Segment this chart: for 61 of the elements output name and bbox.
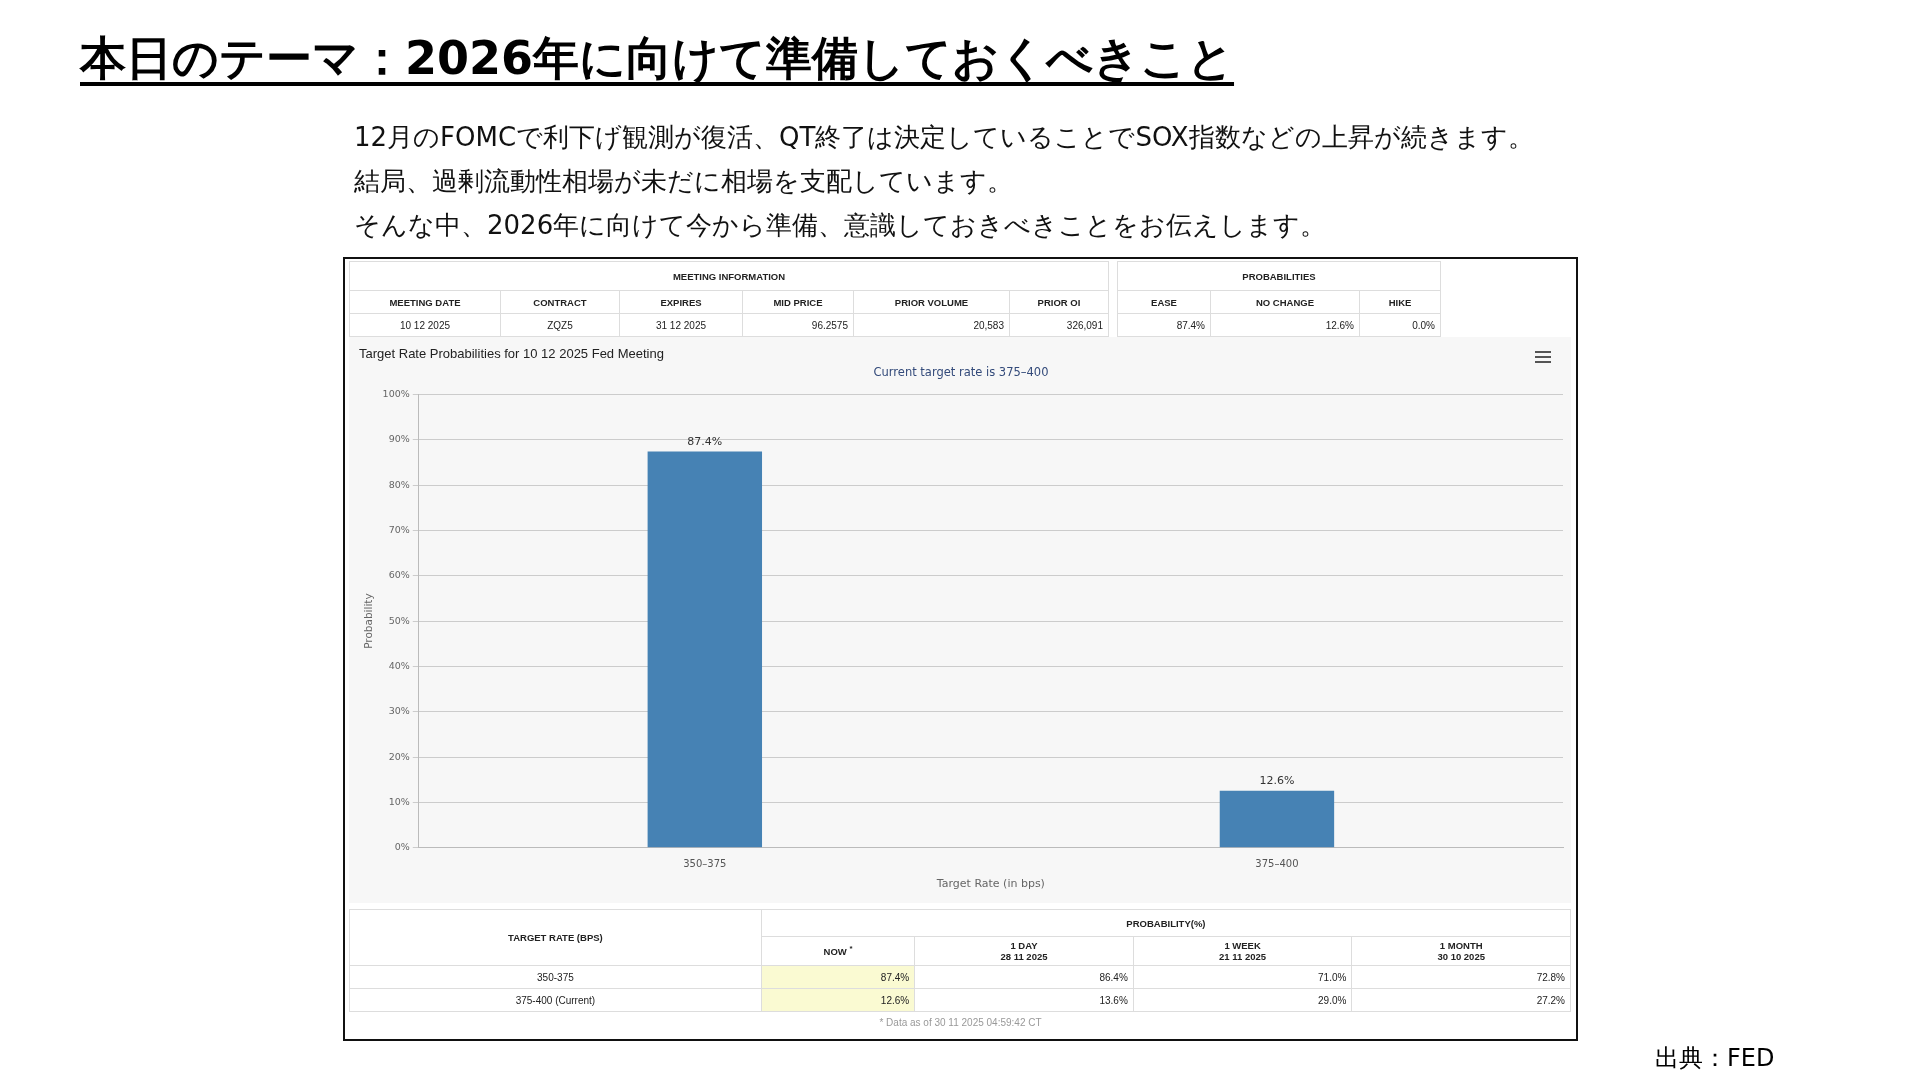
x-axis-title: Target Rate (in bps)	[935, 877, 1045, 891]
text: MID PRICE	[742, 290, 854, 314]
text: CONTRACT	[500, 290, 620, 314]
text: PROBABILITY(%)	[761, 909, 1571, 937]
text: 86.4%	[914, 965, 1134, 989]
y-tick-label: 0%	[394, 841, 410, 853]
data-label: 12.6%	[1259, 774, 1295, 788]
text: 13.6%	[914, 988, 1134, 1012]
y-tick-label: 50%	[388, 614, 410, 626]
chart-title: Target Rate Probabilities for 10 12 2025 Fed Meeting	[359, 346, 664, 362]
y-axis-title: Probability	[362, 593, 375, 649]
text: 326,091	[1009, 313, 1109, 337]
text: TARGET RATE (BPS)	[349, 909, 762, 966]
y-tick-label: 80%	[388, 478, 410, 490]
text: 350-375	[349, 965, 762, 989]
y-tick-label: 40%	[388, 659, 410, 671]
text: MEETING DATE	[349, 290, 501, 314]
source-note: 出典：FED	[1655, 1043, 1775, 1074]
y-tick-label: 20%	[388, 750, 410, 762]
text: 1 DAY 28 11 2025	[914, 936, 1134, 966]
y-tick-label: 90%	[388, 433, 410, 445]
text: MEETING INFORMATION	[349, 261, 1109, 291]
y-tick-label: 30%	[388, 705, 410, 717]
text: 12.6%	[1210, 313, 1360, 337]
text: NO CHANGE	[1210, 290, 1360, 314]
text: 375-400 (Current)	[349, 988, 762, 1012]
text: そんな中、2026年に向けて今から準備、意識しておきべきことをお伝えします。	[354, 209, 1328, 242]
text: 本日のテーマ：2026年に向けて準備しておくべきこと	[80, 30, 1235, 87]
text: 27.2%	[1351, 988, 1571, 1012]
text: 20,583	[853, 313, 1010, 337]
text: 12月のFOMCで利下げ観測が復活、QT終了は決定していることでSOX指数などの上昇が続きます。	[354, 121, 1534, 154]
text: 72.8%	[1351, 965, 1571, 989]
text: 1 WEEK 21 11 2025	[1133, 936, 1352, 966]
text: 0.0%	[1359, 313, 1441, 337]
y-tick-label: 100%	[382, 387, 410, 399]
text: PRIOR OI	[1009, 290, 1109, 314]
text: HIKE	[1359, 290, 1441, 314]
text: PROBABILITIES	[1117, 261, 1441, 291]
y-tick-label: 10%	[388, 795, 410, 807]
text: ZQZ5	[500, 313, 620, 337]
text: 31 12 2025	[619, 313, 743, 337]
text: 12.6%	[761, 988, 915, 1012]
text: 87.4%	[1117, 313, 1211, 337]
x-tick-label: 350–375	[683, 858, 727, 870]
text: 10 12 2025	[349, 313, 501, 337]
text: 96.2575	[742, 313, 854, 337]
text: PRIOR VOLUME	[853, 290, 1010, 314]
text: EASE	[1117, 290, 1211, 314]
x-tick-label: 375–400	[1255, 858, 1299, 870]
text: * Data as of 30 11 2025 04:59:42 CT	[878, 1017, 1043, 1028]
text: 29.0%	[1133, 988, 1352, 1012]
text: 結局、過剰流動性相場が未だに相場を支配しています。	[354, 165, 1014, 198]
text: NOW $^{*}$	[761, 936, 915, 966]
y-tick-label: 70%	[388, 523, 410, 535]
text: 1 MONTH 30 10 2025	[1351, 936, 1571, 966]
text: 71.0%	[1133, 965, 1352, 989]
chart-subtitle: Current target rate is 375–400	[873, 365, 1049, 380]
data-label: 87.4%	[687, 434, 723, 448]
text: 87.4%	[761, 965, 915, 989]
y-tick-label: 60%	[388, 569, 410, 581]
text: EXPIRES	[619, 290, 743, 314]
